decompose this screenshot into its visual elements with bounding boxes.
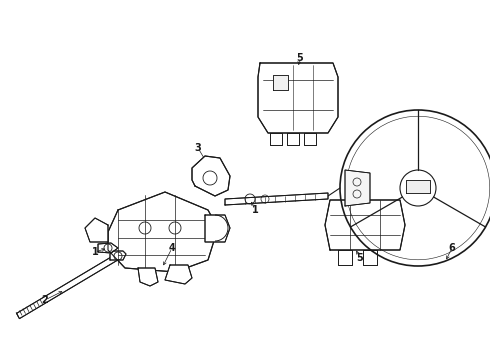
Polygon shape — [110, 251, 126, 260]
Polygon shape — [287, 133, 299, 145]
Polygon shape — [363, 250, 377, 265]
Text: 3: 3 — [195, 143, 201, 153]
Polygon shape — [270, 133, 282, 145]
Polygon shape — [338, 250, 352, 265]
Polygon shape — [325, 200, 405, 250]
Polygon shape — [138, 268, 158, 286]
Polygon shape — [273, 75, 288, 90]
Polygon shape — [85, 218, 108, 242]
Text: 1: 1 — [92, 247, 98, 257]
Polygon shape — [225, 193, 328, 205]
Polygon shape — [108, 192, 218, 272]
Text: 4: 4 — [169, 243, 175, 253]
Polygon shape — [345, 170, 370, 206]
Polygon shape — [17, 251, 123, 319]
Text: 5: 5 — [357, 253, 364, 263]
Text: 1: 1 — [252, 205, 258, 215]
Polygon shape — [98, 243, 118, 253]
Polygon shape — [258, 63, 338, 133]
Polygon shape — [406, 180, 430, 193]
Polygon shape — [192, 156, 230, 196]
Polygon shape — [165, 265, 192, 284]
Polygon shape — [304, 133, 316, 145]
Text: 6: 6 — [449, 243, 455, 253]
Text: 5: 5 — [296, 53, 303, 63]
Text: 2: 2 — [42, 295, 49, 305]
Polygon shape — [205, 215, 230, 242]
